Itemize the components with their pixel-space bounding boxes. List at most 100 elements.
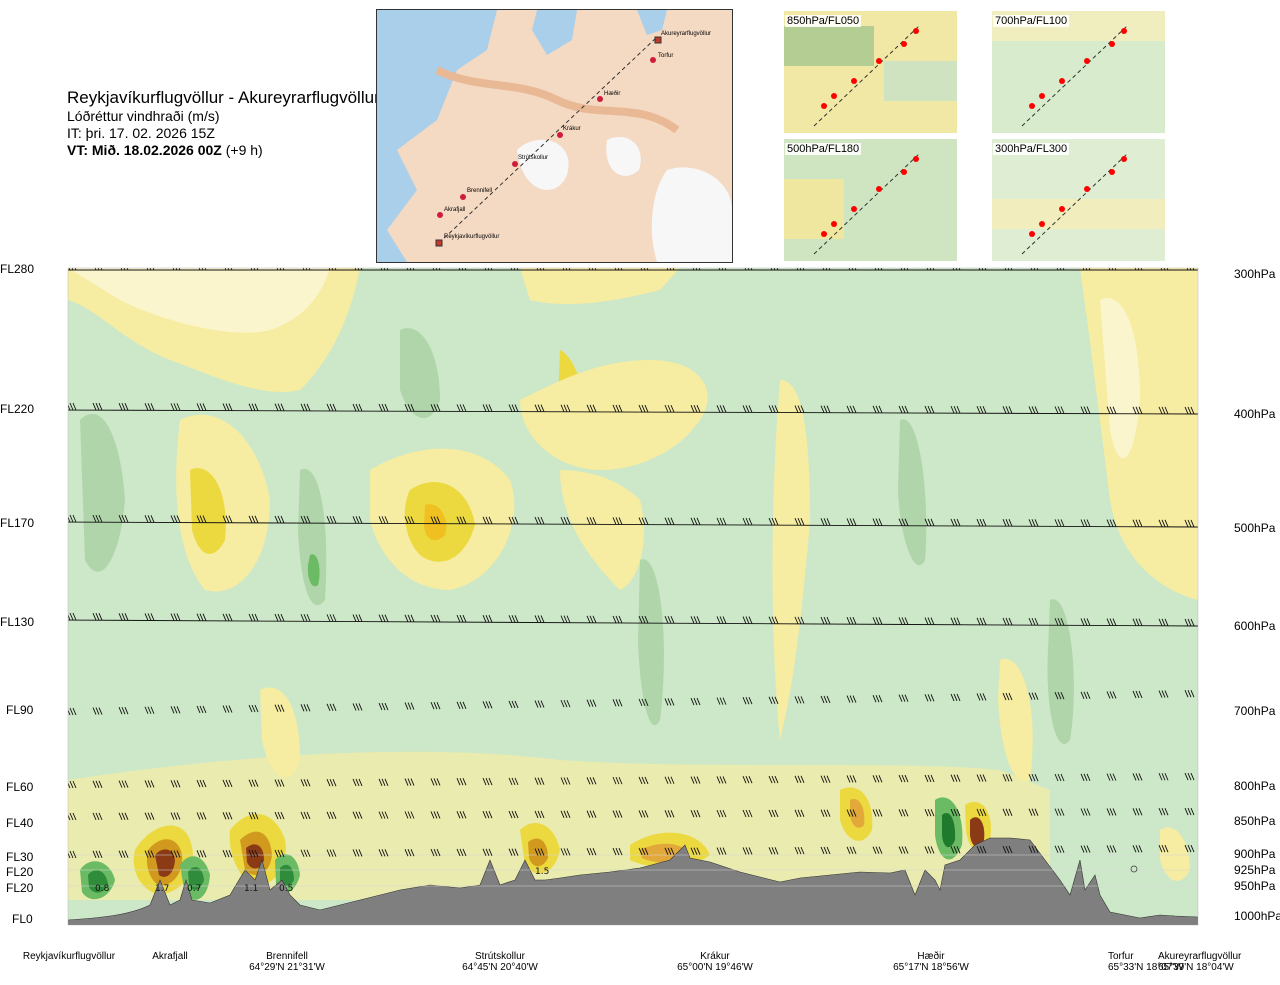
wind-barb: [1112, 691, 1117, 699]
wind-barb: [1112, 519, 1117, 527]
wind-barb: [592, 699, 597, 707]
wind-barb: [126, 268, 129, 271]
waypoint-marker: [460, 194, 466, 200]
wind-barb: [196, 779, 201, 788]
wind-barb: [644, 776, 649, 785]
wind-barb: [97, 268, 100, 271]
wind-barb: [1060, 406, 1065, 414]
wind-barb: [384, 702, 389, 711]
wind-barb: [872, 694, 877, 703]
wind-barb: [150, 812, 155, 820]
location-label: Hæðir 65°17'N 18°56'W: [893, 951, 969, 973]
wind-barb: [251, 403, 256, 411]
wind-barb: [1028, 519, 1033, 527]
wind-barb: [950, 808, 955, 817]
left-level-label: FL20: [6, 881, 34, 895]
wind-barb: [800, 846, 805, 855]
wind-barb: [357, 268, 360, 271]
wind-barb: [875, 846, 880, 854]
wind-barb: [929, 268, 932, 271]
wind-barb: [745, 405, 750, 413]
wind-barb: [976, 808, 981, 817]
wind-barb: [95, 514, 100, 523]
wind-barb: [1138, 690, 1143, 699]
wind-barb: [510, 268, 513, 271]
wind-barb: [1109, 691, 1114, 699]
wind-barb: [508, 777, 513, 786]
wind-barb: [433, 516, 438, 524]
wind-barb: [744, 268, 747, 271]
wind-barb: [1080, 406, 1085, 414]
wind-barb: [482, 404, 487, 412]
wind-barb: [514, 777, 519, 786]
wind-barb: [774, 405, 779, 413]
wind-barb: [534, 615, 539, 623]
wind-barb: [906, 268, 909, 271]
wind-barb: [354, 268, 357, 271]
wind-barb: [952, 268, 955, 271]
wind-barb: [696, 616, 701, 624]
wind-barb: [898, 518, 903, 526]
wind-barb: [69, 514, 74, 523]
wind-barb: [820, 775, 825, 783]
wind-barb: [436, 778, 441, 786]
wind-barb: [566, 848, 571, 856]
wind-barb: [254, 704, 259, 713]
wind-barb: [796, 268, 799, 271]
wind-barb: [976, 693, 981, 701]
wind-barb: [407, 811, 412, 819]
wind-barb: [150, 403, 155, 411]
wind-barb: [514, 615, 519, 623]
wind-barb: [118, 403, 123, 411]
wind-barb: [826, 775, 831, 783]
wind-barb: [202, 705, 207, 714]
wind-barb: [534, 810, 539, 819]
wind-barb: [280, 849, 285, 858]
wind-barb: [981, 268, 984, 271]
wind-barb: [511, 700, 516, 709]
wind-barb: [1112, 618, 1117, 626]
wind-barb: [846, 405, 851, 413]
wind-barb: [742, 616, 747, 624]
wind-barb: [612, 699, 617, 707]
wind-barb: [719, 616, 724, 624]
wind-barb: [852, 809, 857, 817]
wind-barb: [329, 403, 334, 412]
wind-barb: [173, 706, 178, 714]
wind-barb: [794, 775, 799, 784]
wind-barb: [924, 617, 929, 625]
wind-barb: [176, 812, 181, 820]
wind-barb: [536, 268, 539, 271]
wind-barb: [1007, 268, 1010, 271]
wind-barb: [1160, 268, 1163, 271]
wind-barb: [406, 268, 409, 271]
wind-barb: [768, 517, 773, 526]
wind-barb: [823, 846, 828, 855]
wind-barb: [1030, 268, 1033, 271]
wind-barb: [355, 614, 360, 622]
wind-barb: [410, 404, 415, 412]
wind-barb: [146, 268, 149, 271]
wind-barb: [176, 613, 181, 621]
wind-barb: [409, 268, 412, 271]
left-level-label: FL30: [6, 850, 34, 864]
wind-barb: [1135, 406, 1140, 414]
wind-barb: [771, 809, 776, 818]
wind-barb: [407, 516, 412, 524]
wind-barb: [1109, 519, 1114, 527]
wind-barb: [1106, 691, 1111, 699]
wind-barb: [412, 268, 415, 271]
wind-barb: [277, 811, 282, 820]
wind-barb: [953, 693, 958, 702]
left-level-label: FL170: [0, 516, 34, 530]
wind-barb: [1166, 268, 1169, 271]
wind-barb: [644, 810, 649, 818]
wind-barb: [72, 514, 77, 523]
wind-barb: [378, 516, 383, 524]
wind-barb: [487, 268, 490, 271]
wind-barb: [484, 268, 487, 271]
wind-barb: [566, 810, 571, 818]
wind-barb: [1060, 808, 1065, 816]
wind-barb: [410, 614, 415, 622]
wind-barb: [225, 403, 230, 411]
